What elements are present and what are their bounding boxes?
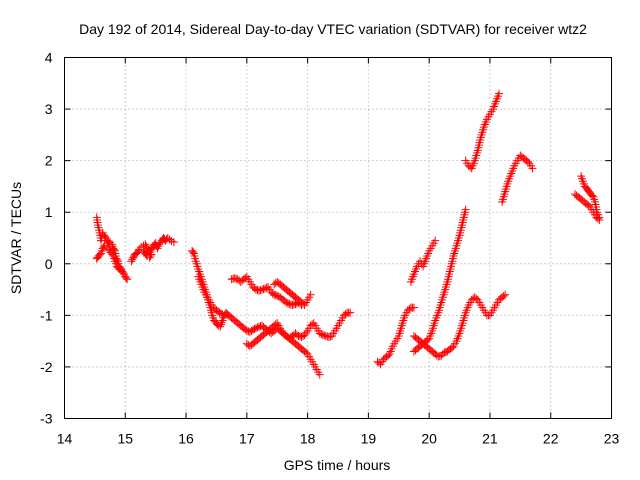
data-point [302, 328, 311, 337]
data-point [165, 235, 174, 244]
series-group [127, 234, 178, 266]
x-tick-label: 18 [300, 431, 316, 447]
data-point [346, 308, 355, 317]
x-tick-label: 17 [239, 431, 255, 447]
data-point [142, 242, 151, 251]
data-point [169, 238, 178, 247]
data-point [107, 250, 116, 259]
grid-lines [64, 57, 612, 419]
data-point [127, 257, 136, 266]
y-tick-label: -3 [40, 411, 53, 427]
data-point [122, 273, 131, 282]
data-point [106, 238, 115, 247]
data-point [217, 318, 226, 327]
data-point [499, 292, 508, 301]
series-group [227, 272, 306, 310]
series-group [139, 246, 156, 262]
data-point [123, 275, 132, 284]
series-group [461, 89, 504, 173]
data-point [147, 250, 156, 259]
data-point [461, 205, 470, 214]
series-group [92, 213, 132, 284]
y-tick-label: -1 [40, 307, 53, 323]
data-point [306, 290, 315, 299]
x-tick-label: 15 [117, 431, 133, 447]
data-point [107, 240, 116, 249]
data-point [105, 246, 114, 255]
x-tick-label: 22 [543, 431, 559, 447]
data-point [595, 213, 604, 222]
data-point [146, 252, 155, 261]
x-tick-label: 20 [421, 431, 437, 447]
data-point [588, 191, 597, 200]
x-tick-label: 14 [57, 431, 73, 447]
x-axis-label: GPS time / hours [284, 457, 391, 473]
series-group [188, 246, 324, 379]
data-point [135, 245, 144, 254]
x-tick-label: 19 [361, 431, 377, 447]
data-point [153, 244, 162, 253]
data-point [528, 164, 537, 173]
series-group [373, 303, 418, 369]
data-point [216, 322, 225, 331]
y-tick-label: 4 [45, 50, 53, 66]
data-point [117, 265, 126, 274]
y-tick-label: 2 [45, 153, 53, 169]
x-tick-label: 16 [178, 431, 194, 447]
series-group [92, 241, 126, 274]
y-axis-label: SDTVAR / TECUs [8, 182, 24, 294]
series-group [577, 172, 604, 222]
plot-frame [64, 57, 612, 419]
data-point [216, 320, 225, 329]
y-tick-label: 0 [45, 256, 53, 272]
data-point [100, 232, 109, 241]
series-group [409, 290, 510, 361]
data-point [300, 330, 309, 339]
x-tick-label: 21 [482, 431, 498, 447]
series-group [406, 236, 440, 286]
x-tick-label: 23 [604, 431, 620, 447]
data-point [218, 310, 227, 319]
series-group [498, 151, 537, 206]
series-group [270, 277, 315, 310]
data-point [409, 303, 418, 312]
data-point [495, 89, 504, 98]
data-points [92, 89, 604, 379]
data-point [141, 240, 150, 249]
data-point [115, 264, 124, 273]
data-point [95, 250, 104, 259]
data-point [431, 236, 440, 245]
data-point [189, 248, 198, 257]
series-group [242, 308, 355, 351]
data-point [315, 370, 324, 379]
data-point [217, 309, 226, 318]
data-point [128, 255, 137, 264]
y-tick-label: 1 [45, 204, 53, 220]
y-tick-label: -2 [40, 359, 53, 375]
chart-title: Day 192 of 2014, Sidereal Day-to-day VTE… [79, 21, 587, 37]
y-tick-label: 3 [45, 101, 53, 117]
series-group [194, 272, 227, 319]
data-point [501, 290, 510, 299]
data-point [154, 242, 163, 251]
